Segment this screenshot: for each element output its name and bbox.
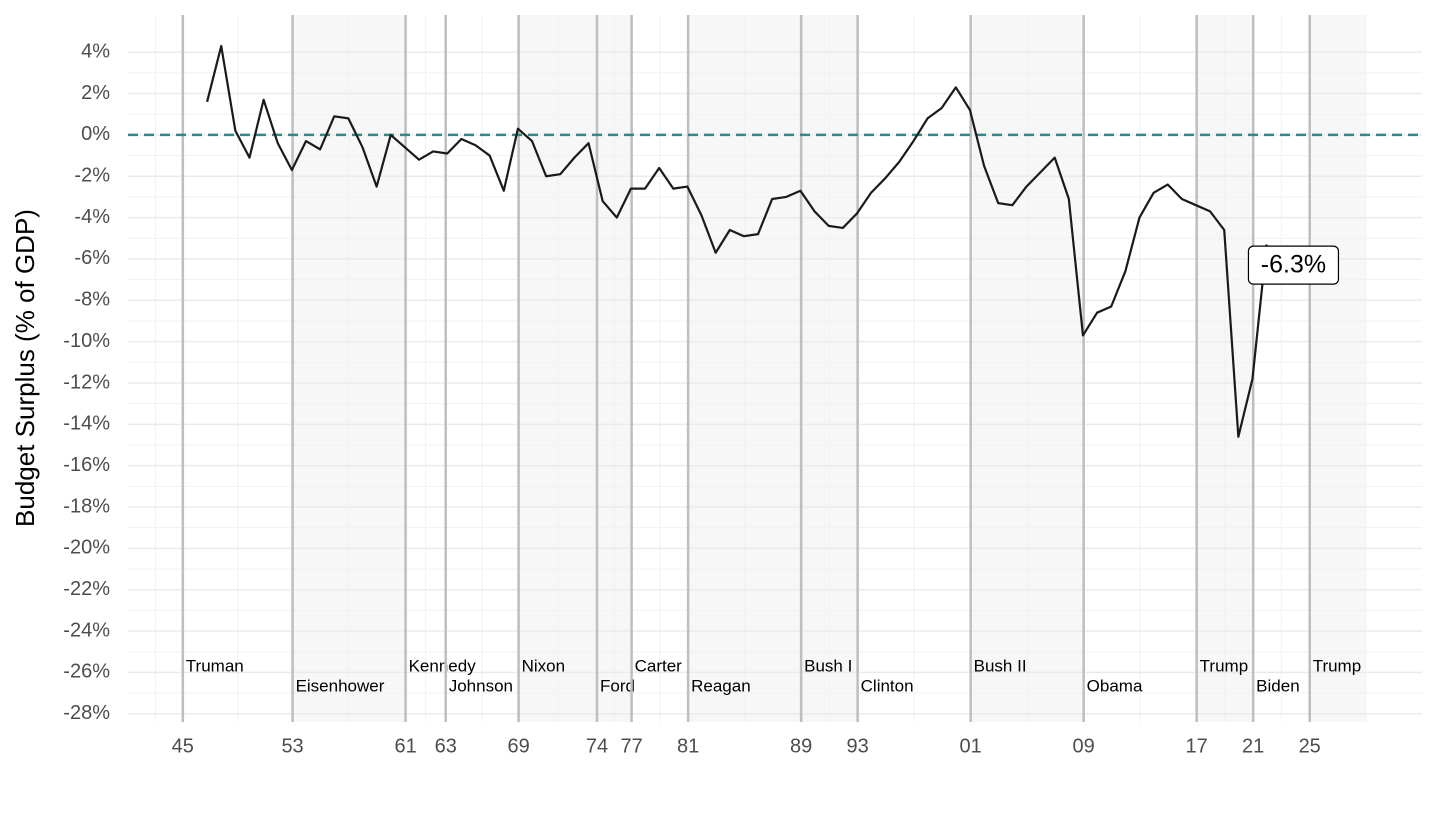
x-tick-label: 45	[172, 735, 194, 757]
president-label: Nixon	[522, 656, 565, 675]
data-line	[206, 44, 1268, 438]
y-tick-label: 0%	[81, 123, 110, 145]
y-tick-label: -12%	[63, 371, 110, 393]
y-tick-label: -2%	[74, 165, 110, 187]
y-tick-label: -18%	[63, 495, 110, 517]
president-label: Ford	[600, 676, 635, 695]
y-tick-label: -28%	[63, 702, 110, 724]
president-label: Bush I	[804, 656, 852, 675]
president-label: Biden	[1256, 676, 1299, 695]
x-tick-label: 25	[1299, 735, 1321, 757]
annotation-box	[1247, 245, 1340, 285]
president-label: Reagan	[691, 676, 751, 695]
y-tick-label: -20%	[63, 537, 110, 559]
president-label: Carter	[635, 656, 683, 675]
x-tick-label: 89	[790, 735, 812, 757]
y-tick-label: -4%	[74, 206, 110, 228]
x-tick-label: 93	[847, 735, 869, 757]
annotation-label: -6.3%	[1261, 251, 1326, 279]
president-label: Truman	[186, 656, 244, 675]
y-tick-label: 4%	[81, 40, 110, 62]
president-label: Trump	[1200, 656, 1249, 675]
president-label: Kennedy	[409, 656, 477, 675]
x-tick-label: 09	[1073, 735, 1095, 757]
x-tick-label: 61	[394, 735, 416, 757]
x-tick-label: 81	[677, 735, 699, 757]
y-tick-label: -14%	[63, 413, 110, 435]
x-tick-label: 69	[507, 735, 529, 757]
y-tick-label: -24%	[63, 619, 110, 641]
president-label: Johnson	[449, 676, 513, 695]
y-tick-label: -26%	[63, 661, 110, 683]
x-tick-label: 01	[960, 735, 982, 757]
president-label: Clinton	[861, 676, 914, 695]
president-label: Obama	[1087, 676, 1143, 695]
x-tick-label: 17	[1186, 735, 1208, 757]
president-label: Bush II	[974, 656, 1027, 675]
y-tick-label: -16%	[63, 454, 110, 476]
x-tick-label: 77	[620, 735, 642, 757]
y-tick-label: -22%	[63, 578, 110, 600]
x-tick-label: 21	[1242, 735, 1264, 757]
x-tick-label: 63	[435, 735, 457, 757]
x-tick-label: 74	[586, 735, 608, 757]
x-tick-label: 53	[281, 735, 303, 757]
y-tick-label: -10%	[63, 330, 110, 352]
president-label: Trump	[1313, 656, 1362, 675]
y-tick-label: -8%	[74, 289, 110, 311]
y-axis-label: Budget Surplus (% of GDP)	[10, 209, 40, 527]
y-tick-label: 2%	[81, 82, 110, 104]
term-band	[1309, 15, 1367, 722]
president-label: Eisenhower	[296, 676, 385, 695]
y-tick-label: -6%	[74, 247, 110, 269]
